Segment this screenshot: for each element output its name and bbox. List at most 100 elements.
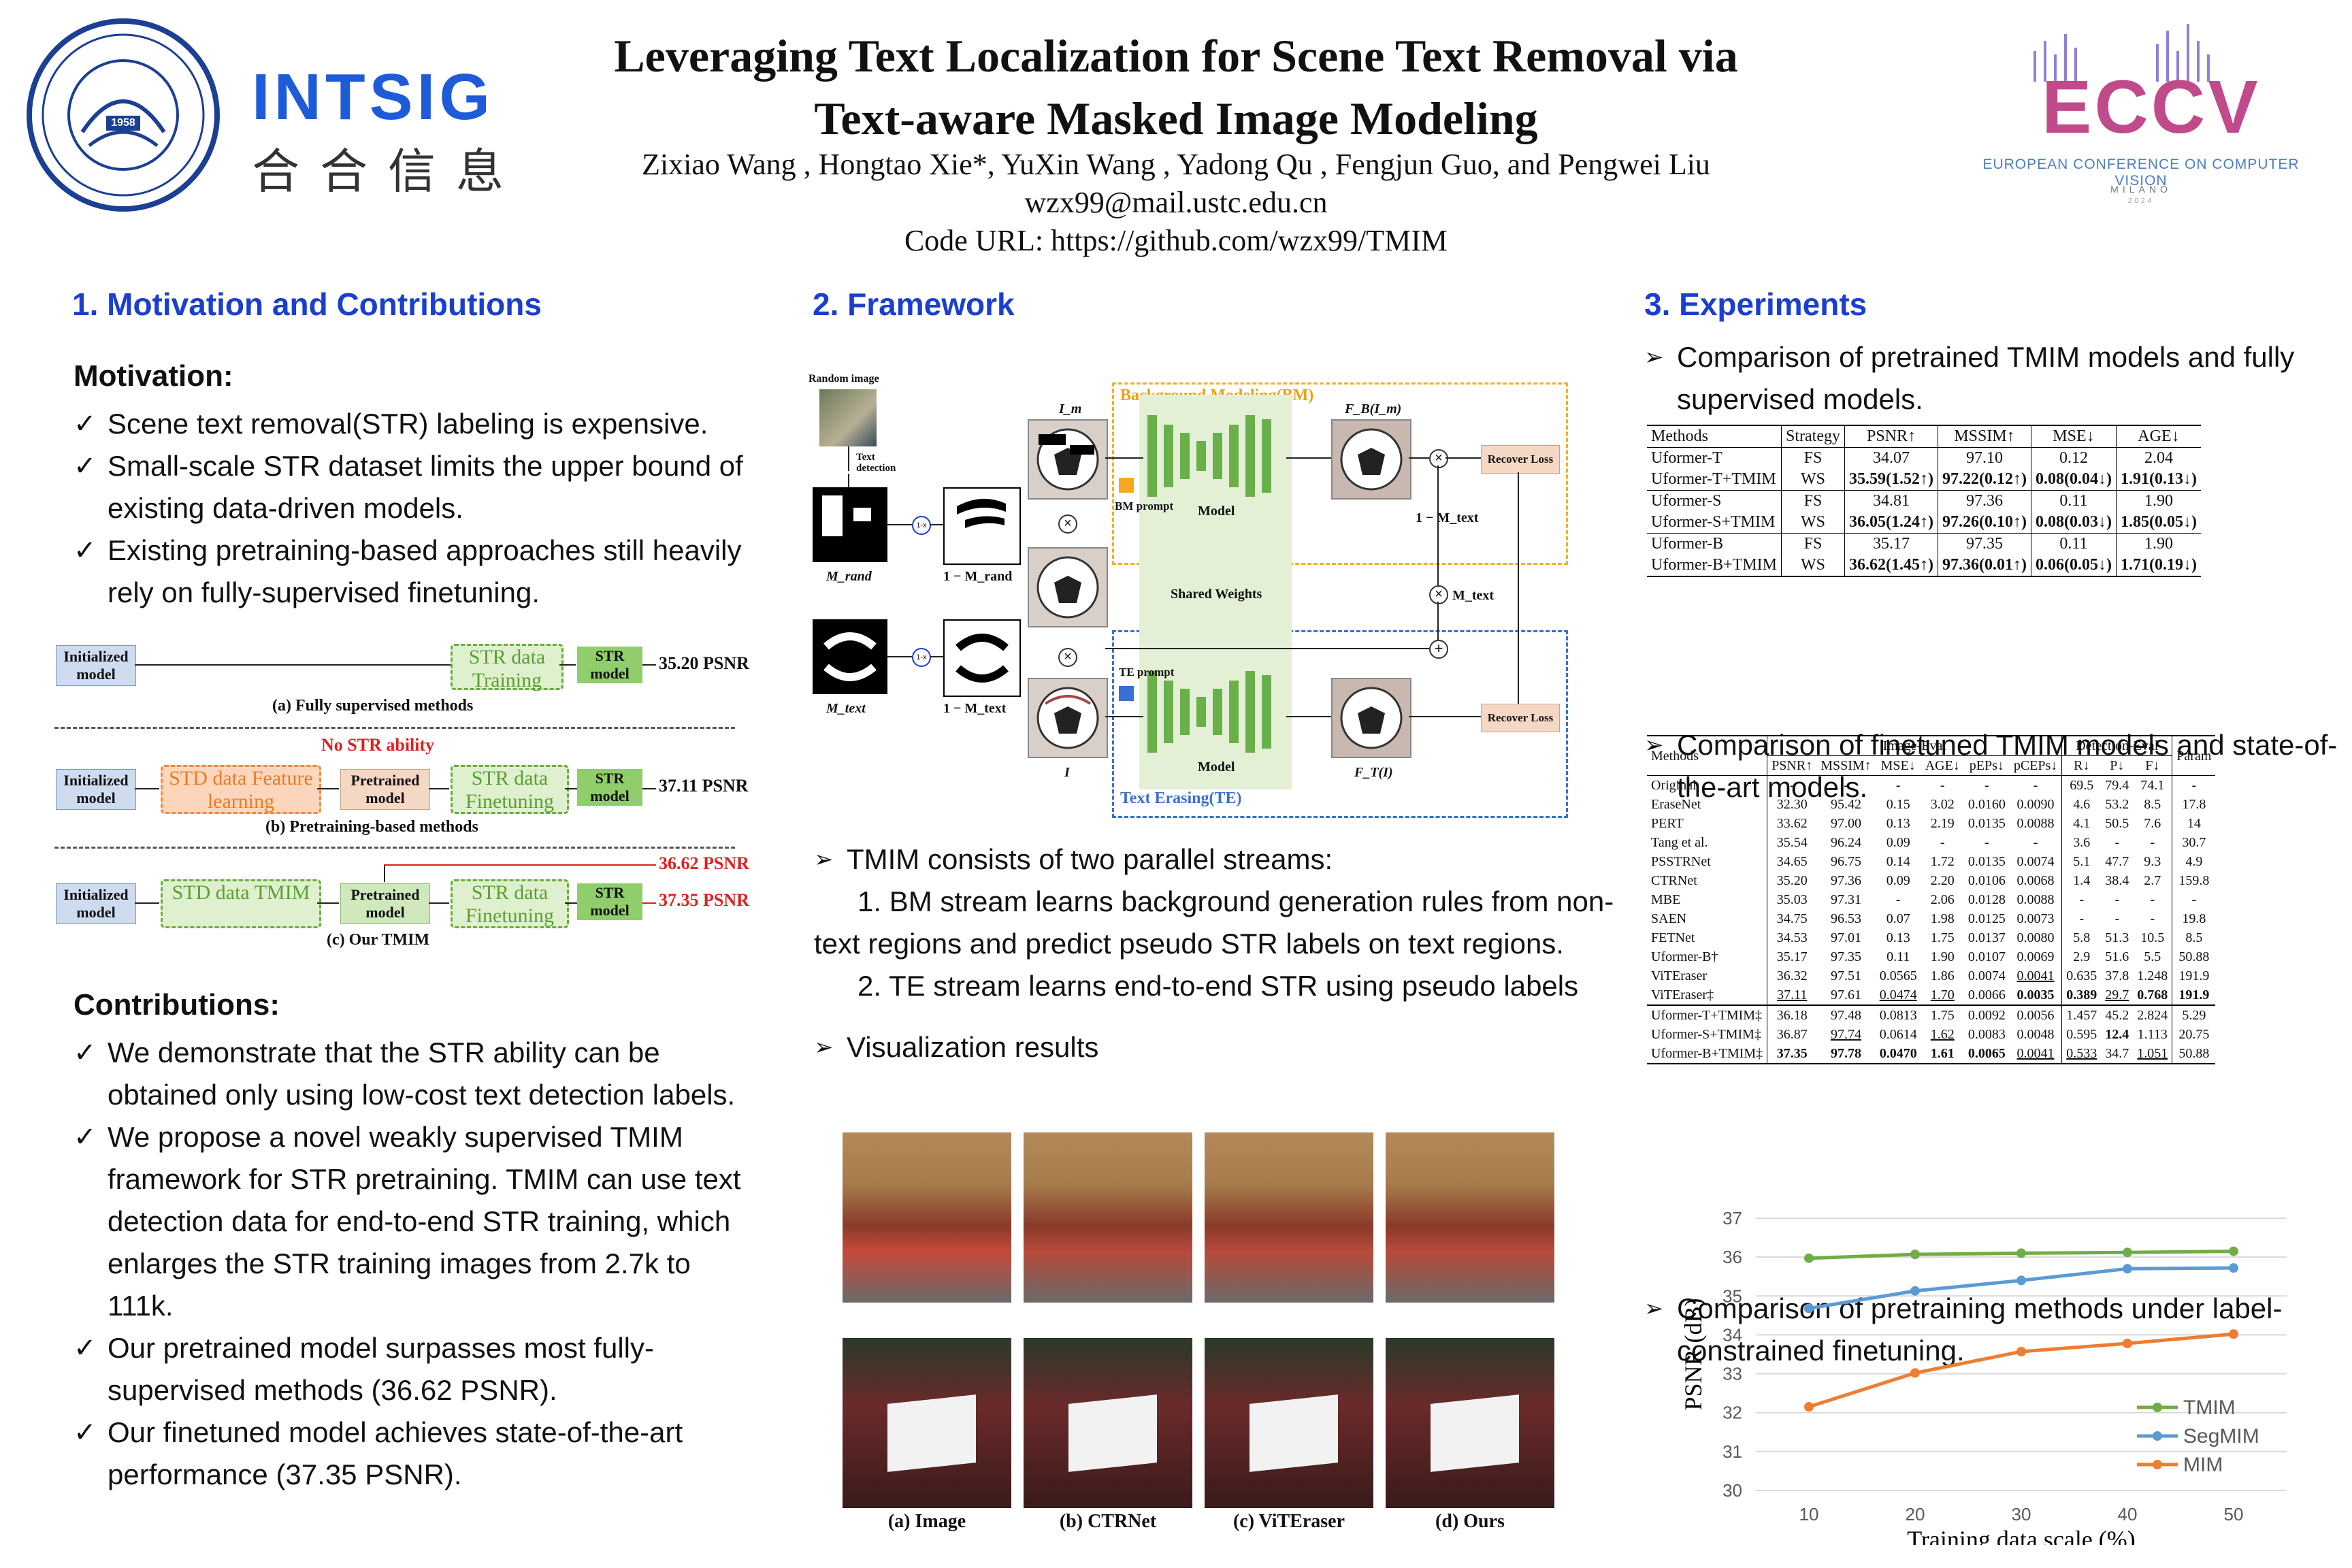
table-cell: FS — [1781, 490, 1845, 512]
table-cell: 29.7 — [2105, 987, 2129, 1002]
table-row: ViTEraser 36.32 97.51 0.0565 1.86 0.0074 0.004… — [1647, 966, 2215, 985]
table-cell: 0.0074 — [1967, 968, 2006, 983]
no-str-ability-note: No STR ability — [321, 735, 435, 755]
table-cell: 2.824 — [2133, 1005, 2173, 1025]
table-cell: Uformer-T — [1651, 449, 1722, 467]
table-cell: - — [2114, 835, 2120, 850]
table-cell: - — [2133, 890, 2173, 909]
legend-label: SegMIM — [2183, 1425, 2259, 1448]
eccv-wordmark: ECCV — [2042, 65, 2261, 149]
table-cell: SAEN — [1647, 909, 1768, 928]
recover-loss-te: Recover Loss — [1481, 704, 1560, 732]
table-cell: 9.3 — [2133, 852, 2173, 871]
table-cell: ViTEraser — [1647, 966, 1768, 985]
table-cell: 0.0056 — [2009, 1005, 2063, 1025]
table-cell: 97.51 — [1830, 968, 1861, 983]
caption-c: (c) Our TMIM — [327, 931, 430, 949]
table-row: Uformer-B+TMIM‡ 37.35 97.78 0.0470 1.61 0.006… — [1647, 1044, 2215, 1064]
eccv-city: MILANO — [2110, 184, 2172, 195]
table-cell: 5.8 — [2073, 930, 2091, 945]
table-cell: 0.0128 — [1967, 892, 2006, 907]
table-cell: 0.0048 — [2009, 1025, 2063, 1044]
legend-label: MIM — [2183, 1454, 2223, 1476]
legend-marker — [2153, 1431, 2162, 1441]
table-cell: 47.7 — [2105, 854, 2129, 869]
table-cell: 2.06 — [1930, 892, 1955, 907]
table-cell: - — [1984, 835, 1989, 850]
data-point — [2229, 1329, 2238, 1339]
one-minus-m-rand-mask — [943, 487, 1021, 565]
table-cell: 0.15 — [1886, 797, 1910, 812]
one-minus-label: 1-x — [916, 521, 927, 529]
table-cell: 0.08(0.04↓) — [2030, 469, 2117, 491]
title-line-2: Text-aware Masked Image Modeling — [814, 93, 1538, 144]
table-cell: 0.0160 — [1967, 797, 2006, 812]
vis-image-street-viteraser — [1205, 1132, 1373, 1303]
table-cell: 1.62 — [1930, 1027, 1955, 1042]
table-cell: 0.09 — [1886, 835, 1910, 850]
table-cell: 5.5 — [2133, 947, 2173, 966]
table-cell: 34.75 — [1776, 911, 1808, 926]
table-cell: 96.75 — [1830, 854, 1861, 869]
table-cell: 34.81 — [1844, 490, 1938, 512]
table-cell: 0.11 — [1886, 949, 1910, 964]
one-minus-m-text-label: 1 − M_text — [943, 701, 1007, 716]
table-cell: 0.0041 — [2009, 966, 2063, 985]
table-cell: 0.13 — [1886, 816, 1910, 831]
result-b: 37.11 PSNR — [659, 776, 749, 796]
str-data-finetuning-box: STR data Finetuning — [451, 879, 569, 928]
table-cell: 35.20 — [1776, 873, 1808, 888]
ustc-year: 1958 — [111, 117, 135, 129]
psnr-line-chart: 30 31 32 33 34 35 36 37 10 20 30 40 50 Training data … — [1661, 1205, 2314, 1553]
series-line-segmim — [1808, 1266, 2234, 1311]
table-cell: MBE — [1647, 890, 1768, 909]
table-cell: 0.0065 — [1967, 1046, 2006, 1061]
legend-marker — [2153, 1460, 2162, 1469]
table-cell: 0.0088 — [2009, 890, 2063, 909]
table-row: FETNet 34.53 97.01 0.13 1.75 0.0137 0.0080 5.8 5… — [1647, 928, 2215, 947]
table-cell: Uformer-T+TMIM‡ — [1647, 1005, 1768, 1025]
table-cell: WS — [1781, 512, 1845, 534]
table-row: Tang et al. 35.54 96.24 0.09- - -3.6- -30.7 — [1647, 833, 2215, 852]
m-text-label: M_text — [826, 701, 866, 716]
table-cell: WS — [1781, 469, 1845, 491]
vis-image-street-input — [843, 1132, 1011, 1303]
table-pretrained: Methods Strategy PSNR↑ MSSIM↑ MSE↓ AGE↓ Uforme… — [1647, 425, 2201, 577]
table-header-cell: P↓ — [2101, 755, 2134, 776]
table-cell: 191.9 — [2178, 968, 2210, 983]
table-cell: 7.6 — [2133, 814, 2173, 833]
y-axis-label: PSNR (dB) — [1680, 1298, 1707, 1410]
table-finetuned: Methods Image-Eval Detection-Eval Param PSNR… — [1647, 735, 2216, 1064]
table-cell: 51.3 — [2105, 930, 2129, 945]
table-cell: 38.4 — [2105, 873, 2129, 888]
table-cell: 36.87 — [1776, 1027, 1808, 1042]
table-cell: 97.36 — [1937, 490, 2031, 512]
table-cell: 1.248 — [2133, 966, 2173, 985]
y-tick-label: 30 — [1722, 1480, 1742, 1501]
intsig-logo: INTSIG — [252, 61, 495, 133]
table-cell: 0.0135 — [1967, 854, 2006, 869]
table-cell: - — [1844, 778, 1848, 793]
table-cell: 0.0474 — [1879, 987, 1917, 1002]
te-title: Text Erasing(TE) — [1120, 789, 1242, 807]
table-cell: 97.31 — [1830, 892, 1861, 907]
table-cell: 0.0813 — [1879, 1008, 1917, 1023]
initialized-model-box: Initialized model — [56, 883, 136, 924]
table-header-cell: MSSIM↑ — [1937, 425, 2031, 448]
table-row: Uformer-B+TMIM WS 36.62(1.45↑) 97.36(0.01↑)… — [1647, 555, 2201, 576]
bm-output-image — [1331, 419, 1411, 500]
table-cell: 0.0090 — [2009, 795, 2063, 814]
table-cell: 35.17 — [1776, 949, 1808, 964]
f-b-label: F_B(I_m) — [1345, 402, 1402, 416]
table-cell: 1.98 — [1930, 911, 1955, 926]
table-cell: 1.86 — [1930, 968, 1955, 983]
table-row: Uformer-B FS 35.17 97.35 0.11 1.90 — [1647, 533, 2201, 555]
title-line-1: Leveraging Text Localization for Scene T… — [614, 30, 1738, 82]
std-data-tmim-box: STD data TMIM — [161, 879, 321, 928]
table-header-cell: Methods — [1651, 427, 1708, 445]
table-cell: 0.389 — [2066, 987, 2097, 1002]
y-tick-label: 34 — [1722, 1324, 1742, 1345]
table-cell: ViTEraser‡ — [1647, 985, 1768, 1005]
result-c-pretrained: 36.62 PSNR — [659, 853, 749, 873]
table-cell: 0.0135 — [1967, 816, 2006, 831]
